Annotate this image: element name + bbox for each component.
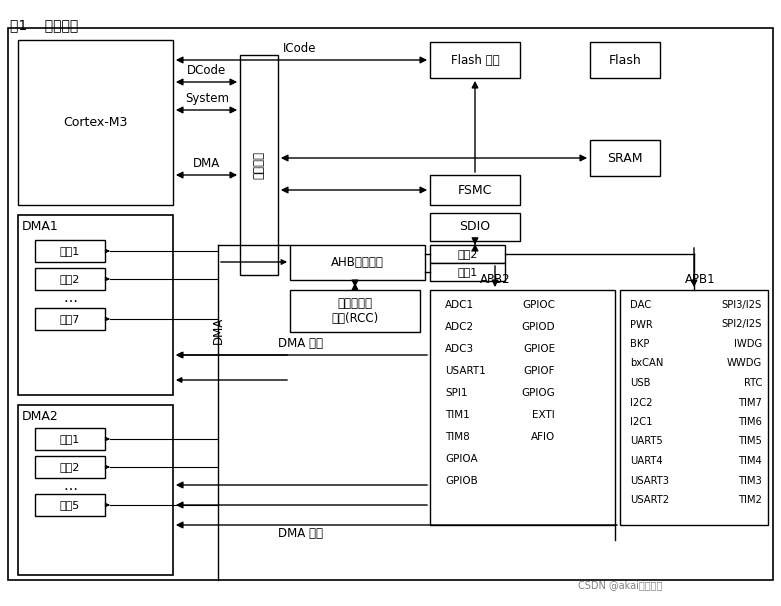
Text: DMA 请求: DMA 请求	[277, 527, 323, 540]
Text: 通道1: 通道1	[60, 434, 80, 444]
Text: WWDG: WWDG	[727, 359, 762, 368]
Text: GPIOD: GPIOD	[522, 322, 555, 332]
FancyBboxPatch shape	[620, 290, 768, 525]
FancyBboxPatch shape	[430, 290, 615, 525]
FancyBboxPatch shape	[590, 42, 660, 78]
FancyBboxPatch shape	[590, 140, 660, 176]
Text: TIM8: TIM8	[445, 432, 469, 442]
FancyBboxPatch shape	[35, 268, 105, 290]
Text: UART4: UART4	[630, 456, 662, 466]
Text: DMA: DMA	[194, 157, 220, 170]
Text: 桥接1: 桥接1	[458, 267, 478, 277]
Text: USART3: USART3	[630, 476, 669, 485]
Text: GPIOB: GPIOB	[445, 476, 478, 486]
FancyBboxPatch shape	[35, 428, 105, 450]
Text: TIM7: TIM7	[738, 398, 762, 407]
Text: SPI1: SPI1	[445, 388, 468, 398]
Text: DMA1: DMA1	[22, 220, 59, 233]
FancyBboxPatch shape	[290, 290, 420, 332]
Text: 图1    系统结构: 图1 系统结构	[10, 18, 78, 32]
Text: USB: USB	[630, 378, 651, 388]
Text: APB1: APB1	[685, 273, 715, 286]
Text: AHB系统总线: AHB系统总线	[331, 256, 384, 269]
Text: TIM2: TIM2	[738, 495, 762, 505]
Text: GPIOC: GPIOC	[522, 300, 555, 310]
FancyBboxPatch shape	[290, 245, 425, 280]
Text: ADC3: ADC3	[445, 344, 474, 354]
FancyBboxPatch shape	[430, 213, 520, 241]
Text: 复位和时钟
控制(RCC): 复位和时钟 控制(RCC)	[331, 297, 379, 325]
Text: GPIOA: GPIOA	[445, 454, 478, 464]
FancyBboxPatch shape	[18, 40, 173, 205]
Text: SPI2/I2S: SPI2/I2S	[722, 319, 762, 330]
Text: RTC: RTC	[744, 378, 762, 388]
Text: …: …	[63, 479, 77, 493]
FancyBboxPatch shape	[430, 42, 520, 78]
Text: GPIOE: GPIOE	[522, 344, 555, 354]
FancyBboxPatch shape	[18, 215, 173, 395]
FancyBboxPatch shape	[35, 308, 105, 330]
Text: USART1: USART1	[445, 366, 486, 376]
Text: GPIOG: GPIOG	[521, 388, 555, 398]
Text: DMA2: DMA2	[22, 410, 59, 423]
FancyBboxPatch shape	[35, 494, 105, 516]
Text: DAC: DAC	[630, 300, 651, 310]
Text: Flash 接口: Flash 接口	[451, 53, 499, 67]
Text: TIM6: TIM6	[738, 417, 762, 427]
Text: 总线矩阵: 总线矩阵	[252, 151, 266, 179]
Text: TIM5: TIM5	[738, 436, 762, 447]
Text: APB2: APB2	[480, 273, 510, 286]
FancyBboxPatch shape	[430, 245, 505, 263]
FancyBboxPatch shape	[18, 405, 173, 575]
Text: 通道2: 通道2	[60, 274, 80, 284]
FancyBboxPatch shape	[240, 55, 278, 275]
Text: I2C2: I2C2	[630, 398, 652, 407]
FancyBboxPatch shape	[35, 240, 105, 262]
Text: TIM4: TIM4	[738, 456, 762, 466]
Text: ICode: ICode	[284, 42, 317, 55]
Text: UART5: UART5	[630, 436, 663, 447]
Text: SDIO: SDIO	[459, 221, 490, 233]
FancyBboxPatch shape	[430, 175, 520, 205]
Text: TIM1: TIM1	[445, 410, 469, 420]
FancyBboxPatch shape	[430, 263, 505, 281]
Text: SPI3/I2S: SPI3/I2S	[722, 300, 762, 310]
Text: PWR: PWR	[630, 319, 653, 330]
Text: FSMC: FSMC	[458, 184, 492, 196]
Text: BKP: BKP	[630, 339, 649, 349]
Text: IWDG: IWDG	[734, 339, 762, 349]
Text: CSDN @akai炼金术士: CSDN @akai炼金术士	[578, 580, 662, 590]
Text: Flash: Flash	[608, 53, 641, 67]
Text: SRAM: SRAM	[608, 152, 643, 164]
Text: 通道5: 通道5	[60, 500, 80, 510]
Text: I2C1: I2C1	[630, 417, 652, 427]
Text: Cortex-M3: Cortex-M3	[63, 116, 127, 129]
Text: DMA: DMA	[212, 316, 224, 344]
Text: EXTI: EXTI	[532, 410, 555, 420]
Text: 桥接2: 桥接2	[458, 249, 478, 259]
Text: ADC2: ADC2	[445, 322, 474, 332]
Text: …: …	[63, 291, 77, 305]
Text: System: System	[185, 92, 229, 105]
Text: AFIO: AFIO	[531, 432, 555, 442]
FancyBboxPatch shape	[35, 456, 105, 478]
Text: USART2: USART2	[630, 495, 669, 505]
Text: ADC1: ADC1	[445, 300, 474, 310]
Text: bxCAN: bxCAN	[630, 359, 663, 368]
Text: GPIOF: GPIOF	[523, 366, 555, 376]
Text: DCode: DCode	[187, 64, 226, 77]
Text: 通道1: 通道1	[60, 246, 80, 256]
Text: DMA 请求: DMA 请求	[277, 337, 323, 350]
Text: 通道7: 通道7	[60, 314, 80, 324]
Text: 通道2: 通道2	[60, 462, 80, 472]
FancyBboxPatch shape	[8, 28, 773, 580]
Text: TIM3: TIM3	[738, 476, 762, 485]
